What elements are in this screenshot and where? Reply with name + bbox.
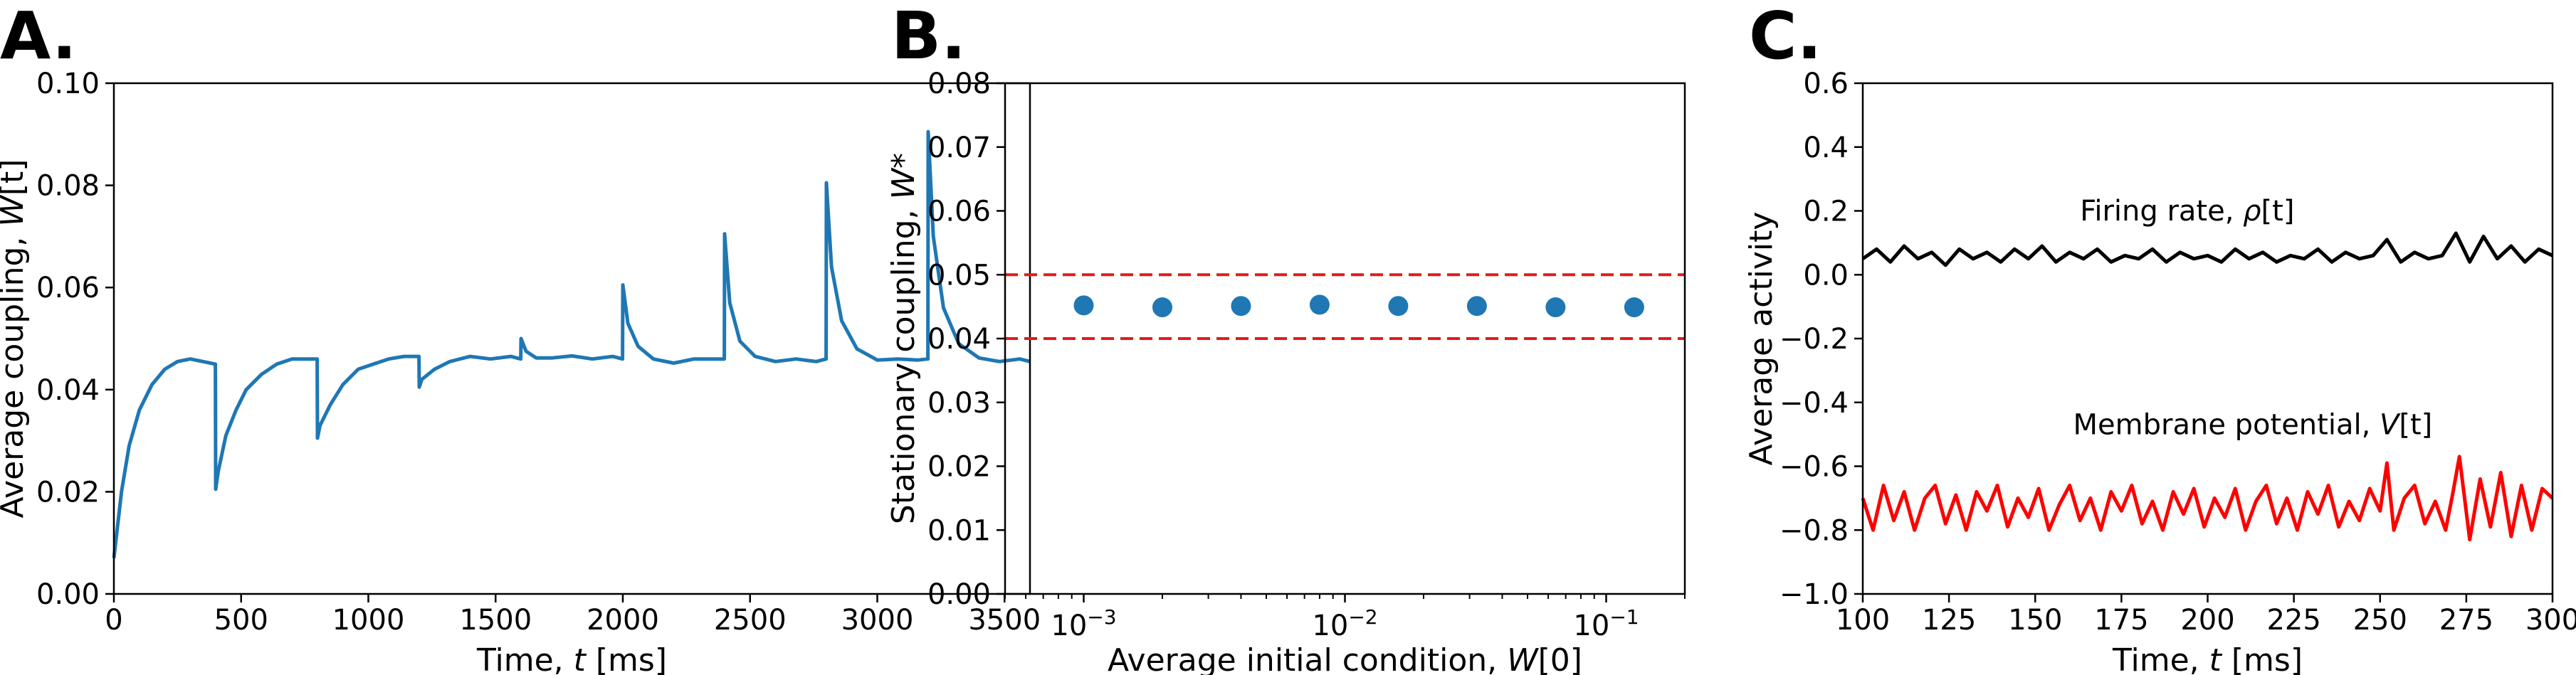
label-part: W (885, 167, 922, 199)
x-tick-label: 0 (105, 604, 122, 637)
x-tick-label: 300 (2525, 604, 2576, 637)
x-tick-label: 3000 (841, 604, 914, 637)
label-part: Time, (476, 642, 574, 675)
label-part: Firing rate, (2080, 195, 2243, 228)
x-axis-label: Average initial condition, W[0] (1108, 642, 1582, 675)
series-label: Firing rate, ρ[t] (2080, 195, 2294, 228)
y-tick-label: 0.00 (927, 578, 991, 611)
label-part: [ms] (2222, 642, 2303, 675)
label-part: t (574, 642, 587, 675)
label-part: Stationary coupling, (885, 199, 922, 524)
y-tick-label: 0.04 (927, 323, 991, 356)
label-part: −1 (1609, 605, 1639, 629)
data-point (1309, 294, 1330, 315)
chart-panel-c: C.Firing rate, ρ[t]Membrane potential, V… (1743, 0, 2576, 675)
y-tick-label: 0.03 (927, 387, 991, 420)
label-part: 10 (1573, 610, 1609, 642)
label-part: * (885, 153, 922, 169)
series-label: Membrane potential, V[t] (2073, 409, 2433, 442)
chart-panel-a: A. 0.00 0.02 0.04 0.06 0.08 0.10 0 500 1000 1500 20… (0, 0, 1041, 675)
y-tick-label: 0.0 (1803, 259, 1849, 292)
x-tick-label: 225 (2266, 604, 2320, 637)
y-tick-label: 0.01 (927, 514, 991, 547)
y-axis-label: Average activity (1743, 212, 1779, 466)
x-tick-label: 500 (214, 604, 268, 637)
y-tick-label: 0.10 (36, 68, 100, 100)
y-tick-label: 0.06 (36, 272, 100, 304)
y-axis-label: Average coupling, W[t] (0, 159, 31, 519)
y-tick-label: −0.8 (1779, 514, 1849, 547)
y-tick-label: −0.6 (1779, 451, 1849, 484)
y-tick-label: −0.2 (1779, 323, 1849, 356)
data-point (1466, 296, 1487, 317)
label-part: Average activity (1743, 212, 1779, 466)
y-tick-label: 0.08 (927, 68, 991, 100)
panel-label: C. (1749, 0, 1821, 74)
x-tick-label: 2500 (714, 604, 787, 637)
x-tick-label: 10−3 (1051, 605, 1116, 642)
data-point (1388, 296, 1409, 317)
x-tick-label: 2000 (587, 604, 659, 637)
x-tick-label: 175 (2094, 604, 2148, 637)
x-tick-label: 150 (2008, 604, 2062, 637)
x-tick-label: 125 (1922, 604, 1976, 637)
label-part: −3 (1087, 605, 1116, 629)
label-part: W (0, 195, 31, 227)
series-line (1861, 455, 2554, 542)
y-tick-label: 0.08 (36, 170, 100, 203)
x-tick-label: 10−2 (1312, 605, 1377, 642)
label-part: [0] (1538, 642, 1582, 675)
y-axis-label: Stationary coupling, W* (885, 153, 922, 524)
label-part: [t] (2261, 195, 2295, 228)
y-tick-label: 0.02 (36, 476, 100, 509)
label-part: 10 (1051, 610, 1087, 642)
panel-label: B. (891, 0, 966, 74)
data-point (1231, 296, 1251, 317)
x-tick-label: 10−1 (1573, 605, 1639, 642)
y-tick-label: 0.6 (1803, 68, 1849, 100)
x-tick-label: 1500 (459, 604, 532, 637)
label-part: Time, (2112, 642, 2209, 675)
y-tick-label: 0.04 (36, 374, 100, 407)
data-point (1624, 297, 1644, 318)
label-part: t (2209, 642, 2223, 675)
label-part: Membrane potential, (2073, 409, 2380, 442)
data-point (1152, 297, 1172, 318)
x-axis-label: Time, t [ms] (476, 642, 667, 675)
chart-panel-b: B. 0.00 0.01 0.02 0.03 0.04 0.05 0.06 0.07 0.08 10… (885, 0, 1686, 675)
y-tick-label: 0.06 (927, 196, 991, 228)
x-tick-label: 3500 (968, 604, 1041, 637)
data-point (1545, 297, 1566, 318)
panel-label: A. (0, 0, 77, 74)
label-part: −2 (1348, 605, 1377, 629)
label-part: W (1507, 642, 1539, 675)
label-part: ρ (2243, 195, 2261, 228)
y-tick-label: −0.4 (1779, 387, 1849, 420)
x-tick-label: 250 (2353, 604, 2407, 637)
x-tick-label: 1000 (332, 604, 405, 637)
y-tick-label: 0.4 (1803, 132, 1849, 164)
x-tick-label: 200 (2180, 604, 2234, 637)
label-part: 10 (1312, 610, 1348, 642)
series-line (1861, 231, 2554, 267)
y-tick-label: 0.05 (927, 259, 991, 292)
label-part: Average initial condition, (1108, 642, 1507, 675)
x-tick-label: 100 (1836, 604, 1890, 637)
x-axis-label: Time, t [ms] (2112, 642, 2303, 675)
y-tick-label: −1.0 (1779, 578, 1849, 611)
x-tick-label: 275 (2439, 604, 2493, 637)
y-tick-label: 0.2 (1803, 196, 1849, 228)
label-part: [ms] (586, 642, 667, 675)
label-part: Average coupling, (0, 227, 31, 519)
y-tick-label: 0.00 (36, 578, 100, 611)
label-part: [t] (2399, 409, 2432, 442)
y-tick-label: 0.02 (927, 451, 991, 484)
y-tick-label: 0.07 (927, 132, 991, 164)
data-point (1073, 295, 1094, 316)
label-part: V (2380, 409, 2401, 442)
series-line (112, 129, 1031, 558)
label-part: [t] (0, 159, 31, 196)
